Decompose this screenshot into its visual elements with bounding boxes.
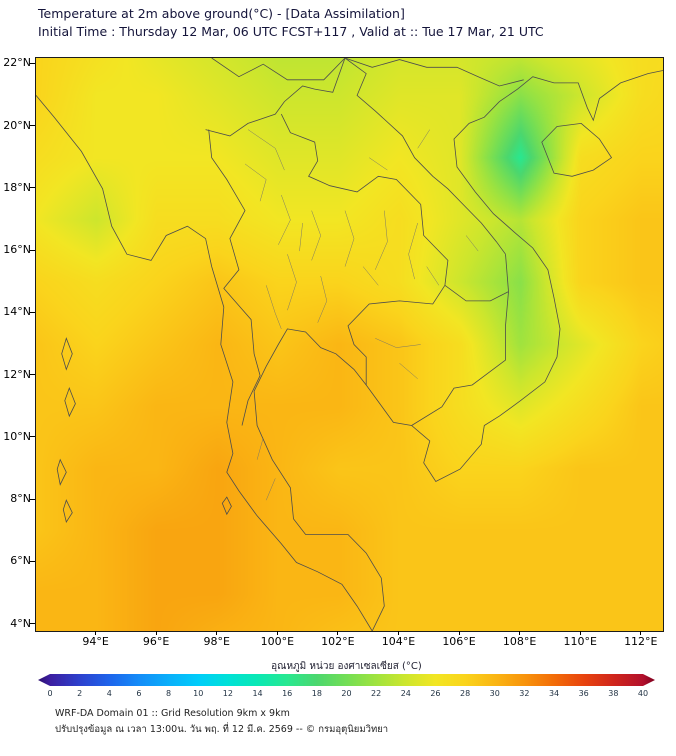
- lon-tick-mark: [519, 631, 521, 635]
- province-borders: [244, 129, 479, 501]
- lat-tick-label: 14°N: [3, 305, 31, 319]
- lon-tick-mark: [155, 631, 157, 635]
- lon-tick-mark: [276, 631, 278, 635]
- map-plot-area: [35, 57, 664, 632]
- lon-tick-label: 102°E: [321, 635, 355, 648]
- lon-tick-mark: [95, 631, 97, 635]
- colorbar-tick-label: 24: [400, 689, 411, 698]
- colorbar-label: อุณหภูมิ หน่วย องศาเซลเซียส (°C): [271, 661, 422, 672]
- colorbar-tick-label: 4: [106, 689, 112, 698]
- lat-tick-mark: [30, 311, 35, 313]
- lat-tick-mark: [30, 62, 35, 64]
- lon-tick-label: 98°E: [203, 635, 230, 648]
- lon-tick-mark: [640, 631, 642, 635]
- colorbar-tick-label: 14: [252, 689, 263, 698]
- colorbar-tick-label: 34: [548, 689, 560, 698]
- lon-tick-mark: [337, 631, 339, 635]
- lat-tick-mark: [30, 187, 35, 189]
- lat-tick-label: 22°N: [3, 56, 31, 70]
- lon-tick-mark: [458, 631, 460, 635]
- footer-update-info: ปรับปรุงข้อมูล ณ เวลา 13:00น. วัน พฤ. ที…: [55, 724, 389, 735]
- lat-tick-mark: [30, 125, 35, 126]
- map-borders-overlay: [36, 58, 663, 631]
- lat-tick-label: 18°N: [3, 180, 31, 194]
- lat-tick-label: 10°N: [3, 429, 31, 443]
- lat-tick-mark: [30, 374, 35, 376]
- colorbar-tick-label: 38: [608, 689, 619, 698]
- figure-footer: WRF-DA Domain 01 :: Grid Resolution 9km …: [55, 706, 388, 738]
- colorbar-tick-label: 28: [460, 689, 471, 698]
- lon-tick-label: 100°E: [260, 635, 295, 648]
- lat-tick-mark: [30, 498, 35, 500]
- lon-tick-mark: [579, 631, 581, 635]
- lon-tick-mark: [397, 631, 399, 635]
- colorbar-tick-label: 26: [430, 689, 441, 698]
- footer-domain-info: WRF-DA Domain 01 :: Grid Resolution 9km …: [55, 708, 290, 719]
- colorbar-tick-label: 8: [166, 689, 172, 698]
- lat-tick-label: 4°N: [10, 616, 31, 630]
- colorbar-tick-label: 40: [637, 689, 649, 698]
- lat-tick-mark: [30, 436, 35, 438]
- lat-tick-mark: [30, 560, 35, 562]
- colorbar-tick-label: 32: [519, 689, 530, 698]
- figure-header: Temperature at 2m above ground(°C) - [Da…: [38, 5, 544, 41]
- figure-subtitle: Initial Time : Thursday 12 Mar, 06 UTC F…: [38, 24, 544, 39]
- lat-tick-label: 6°N: [10, 554, 31, 568]
- lon-tick-mark: [216, 631, 218, 635]
- lon-tick-label: 106°E: [442, 635, 476, 648]
- lon-tick-label: 104°E: [381, 635, 416, 648]
- lon-tick-label: 112°E: [624, 635, 658, 648]
- lon-tick-label: 110°E: [563, 635, 597, 648]
- colorbar-tick-label: 20: [341, 689, 352, 698]
- colorbar-tick-label: 10: [193, 689, 204, 698]
- lon-tick-label: 94°E: [82, 635, 109, 648]
- lat-tick-mark: [30, 623, 35, 625]
- colorbar-tick-label: 36: [578, 689, 589, 698]
- colorbar-tick-label: 0: [47, 689, 53, 698]
- lon-tick-label: 96°E: [142, 635, 170, 648]
- colorbar-tick-label: 16: [282, 689, 293, 698]
- colorbar-tick-label: 2: [77, 689, 83, 698]
- lat-tick-label: 16°N: [3, 243, 31, 257]
- lat-tick-mark: [30, 249, 35, 251]
- lat-tick-label: 20°N: [3, 118, 31, 132]
- colorbar-tick-label: 6: [136, 689, 142, 698]
- colorbar-tick-label: 30: [489, 689, 500, 698]
- country-borders: [36, 58, 663, 631]
- colorbar-tick-label: 18: [311, 689, 322, 698]
- lat-tick-label: 12°N: [3, 367, 31, 381]
- lon-tick-label: 108°E: [502, 635, 537, 648]
- lat-tick-label: 8°N: [10, 492, 31, 506]
- colorbar-tick-label: 12: [222, 689, 233, 698]
- figure-title: Temperature at 2m above ground(°C) - [Da…: [38, 6, 405, 21]
- colorbar: [38, 674, 655, 686]
- colorbar-tick-label: 22: [371, 689, 382, 698]
